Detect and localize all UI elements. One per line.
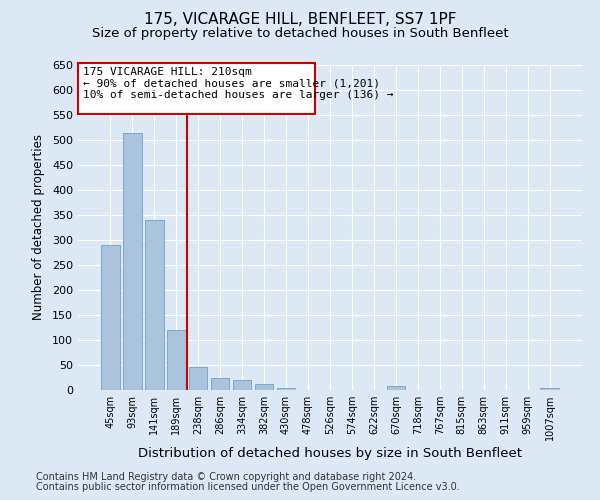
Bar	[145, 220, 164, 390]
Bar	[123, 132, 142, 390]
Bar	[233, 380, 251, 390]
Bar	[277, 388, 295, 390]
Y-axis label: Number of detached properties: Number of detached properties	[32, 134, 45, 320]
Bar	[211, 378, 229, 390]
FancyBboxPatch shape	[78, 64, 315, 114]
Text: Contains HM Land Registry data © Crown copyright and database right 2024.: Contains HM Land Registry data © Crown c…	[36, 472, 416, 482]
Bar	[167, 330, 185, 390]
Bar	[189, 366, 208, 390]
Bar	[541, 388, 559, 390]
Bar	[386, 386, 405, 390]
X-axis label: Distribution of detached houses by size in South Benfleet: Distribution of detached houses by size …	[138, 447, 522, 460]
Text: 175, VICARAGE HILL, BENFLEET, SS7 1PF: 175, VICARAGE HILL, BENFLEET, SS7 1PF	[144, 12, 456, 28]
Text: 175 VICARAGE HILL: 210sqm
← 90% of detached houses are smaller (1,201)
10% of se: 175 VICARAGE HILL: 210sqm ← 90% of detac…	[83, 66, 394, 100]
Bar	[255, 384, 274, 390]
Text: Contains public sector information licensed under the Open Government Licence v3: Contains public sector information licen…	[36, 482, 460, 492]
Bar	[101, 245, 119, 390]
Text: Size of property relative to detached houses in South Benfleet: Size of property relative to detached ho…	[92, 28, 508, 40]
